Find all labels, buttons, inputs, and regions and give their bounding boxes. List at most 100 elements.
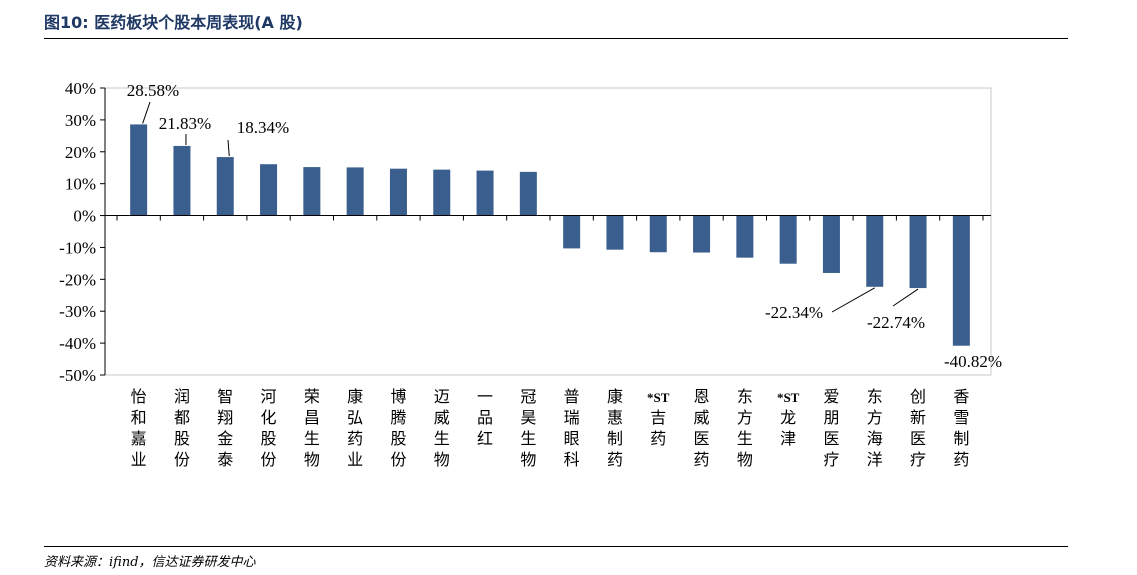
category-label-char: 股 xyxy=(174,430,190,448)
category-label-char: *ST xyxy=(647,390,670,405)
y-axis: 40% 30% 20% 10% 0% -10% -20% -30% -40% -50% xyxy=(59,79,106,385)
bar xyxy=(346,167,364,216)
source-note: 资料来源：ifind，信达证券研发中心 xyxy=(44,555,256,570)
category-label-char: 海 xyxy=(867,430,883,448)
category-label-char: 香 xyxy=(953,388,969,406)
leader-line xyxy=(142,101,151,124)
category-label-char: 生 xyxy=(304,430,320,448)
data-labels: 28.58% 21.83% 18.34% -22.34% -22.74% -40.82% xyxy=(127,81,1002,371)
category-label-char: 金 xyxy=(217,430,233,448)
category-label-char: 腾 xyxy=(390,409,406,427)
category-label-char: 怡 xyxy=(131,388,147,406)
category-label-char: 疗 xyxy=(910,451,926,469)
y-tick-label: 20% xyxy=(65,143,96,162)
category-label-char: 昊 xyxy=(520,410,536,427)
bar xyxy=(736,215,754,258)
y-tick-label: 30% xyxy=(65,111,96,130)
category-label-char: 生 xyxy=(520,430,536,448)
y-tick-label: -10% xyxy=(59,238,96,257)
data-label: 28.58% xyxy=(127,81,179,100)
x-axis xyxy=(105,215,991,221)
category-label-char: 东 xyxy=(737,388,753,406)
category-label-char: 药 xyxy=(607,451,623,469)
category-label-char: 河 xyxy=(261,388,277,406)
category-label-char: 品 xyxy=(477,410,493,427)
bar xyxy=(173,145,191,216)
category-label-char: 威 xyxy=(434,409,450,427)
bar-series xyxy=(130,124,970,346)
category-label-char: 红 xyxy=(477,430,493,448)
category-label-char: 龙 xyxy=(780,409,796,427)
bar xyxy=(693,215,711,253)
bar xyxy=(519,171,537,216)
bar xyxy=(130,124,148,216)
category-label-char: 科 xyxy=(564,451,580,469)
category-label: 智翔金泰 xyxy=(217,388,233,469)
category-label-char: 份 xyxy=(261,451,277,469)
category-label-char: 业 xyxy=(131,451,147,469)
category-label-char: 药 xyxy=(953,451,969,469)
category-label-char: 东 xyxy=(867,388,883,406)
category-label: 荣昌生物 xyxy=(304,388,320,469)
bar xyxy=(216,157,234,216)
category-label-char: 股 xyxy=(261,430,277,448)
category-label-char: 医 xyxy=(910,431,926,448)
category-label: 创新医疗 xyxy=(910,388,926,469)
y-tick-label: -40% xyxy=(59,334,96,353)
category-label-char: 爱 xyxy=(823,388,839,406)
category-label-char: 创 xyxy=(910,388,926,406)
category-label-char: 物 xyxy=(434,451,450,469)
y-tick-label: 0% xyxy=(73,207,96,226)
category-label: *ST 龙津 xyxy=(777,390,800,448)
bar xyxy=(260,164,278,216)
category-label-char: 博 xyxy=(390,388,406,406)
y-tick-label: 40% xyxy=(65,79,96,98)
category-label: 东方生物 xyxy=(737,388,753,469)
category-label-char: 药 xyxy=(694,451,710,469)
category-label-char: 吉 xyxy=(650,409,666,427)
bar xyxy=(476,170,494,216)
y-tick-label: -50% xyxy=(59,366,96,385)
category-label-char: 化 xyxy=(261,409,277,427)
y-tick-label: -20% xyxy=(59,270,96,289)
bar xyxy=(303,167,321,216)
category-label: 博腾股份 xyxy=(390,388,406,469)
bar xyxy=(389,168,407,216)
category-label: 康惠制药 xyxy=(607,388,623,469)
category-label-char: 生 xyxy=(434,430,450,448)
category-label-char: 疗 xyxy=(823,451,839,469)
category-label-char: 药 xyxy=(650,430,666,448)
category-label: *ST 吉药 xyxy=(647,390,670,448)
category-label-char: 新 xyxy=(910,409,926,427)
category-label-char: 康 xyxy=(607,388,623,406)
data-label: 21.83% xyxy=(159,114,211,133)
category-label-char: 迈 xyxy=(434,388,450,406)
category-label-char: 份 xyxy=(174,451,190,469)
category-labels: 怡和嘉业润都股份智翔金泰河化股份荣昌生物康弘药业博腾股份迈威生物一品红冠昊生物普… xyxy=(131,388,970,469)
category-label-char: 泰 xyxy=(217,451,233,469)
bar xyxy=(606,215,624,250)
category-label-char: 津 xyxy=(780,430,796,448)
category-label: 冠昊生物 xyxy=(520,389,536,469)
category-label-char: 物 xyxy=(304,451,320,469)
category-label: 东方海洋 xyxy=(867,388,883,469)
category-label-char: 惠 xyxy=(607,409,623,427)
bar xyxy=(952,215,970,346)
data-label: -22.34% xyxy=(765,303,823,322)
category-label-char: 一 xyxy=(477,389,493,406)
category-label-char: 方 xyxy=(867,409,883,427)
category-label-char: 药 xyxy=(347,430,363,448)
category-label-char: 恩 xyxy=(694,388,710,406)
data-label: -22.74% xyxy=(867,313,925,332)
category-label: 普瑞眼科 xyxy=(564,388,580,469)
bar xyxy=(866,215,884,287)
category-label-char: 和 xyxy=(131,409,147,427)
category-label-char: 都 xyxy=(174,409,190,427)
category-label-char: 荣 xyxy=(304,388,320,406)
category-label-char: 生 xyxy=(737,430,753,448)
category-label-char: 份 xyxy=(390,451,406,469)
bar xyxy=(649,215,667,253)
category-label-char: 弘 xyxy=(347,409,363,427)
category-label-char: 普 xyxy=(564,388,580,406)
category-label-char: 翔 xyxy=(217,409,233,427)
